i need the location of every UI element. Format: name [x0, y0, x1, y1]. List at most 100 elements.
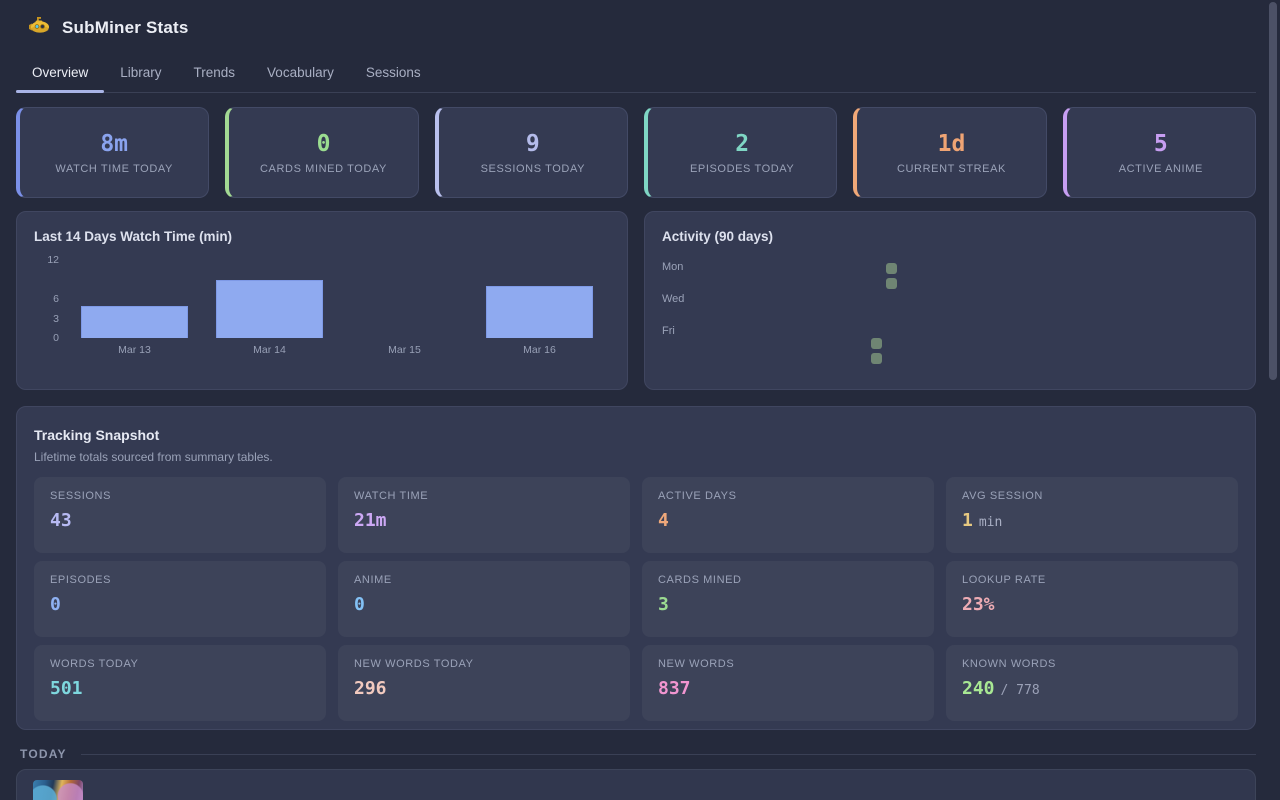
- vertical-scrollbar[interactable]: [1269, 2, 1277, 380]
- tile-label: WATCH TIME: [354, 490, 429, 502]
- tile-known-words: KNOWN WORDS 240 / 778: [946, 645, 1238, 721]
- bar-Mar 16: [486, 286, 593, 338]
- tile-value: 837: [658, 678, 691, 699]
- stat-label: ACTIVE ANIME: [1118, 162, 1203, 175]
- tile-value: 23%: [962, 594, 995, 615]
- watch-chart-plot: 0 3 6 12 Mar 13 Mar 14 Mar 15 Mar 16: [17, 212, 627, 389]
- today-divider: [80, 753, 1256, 755]
- y-tick: 3: [53, 312, 59, 325]
- stat-label: EPISODES TODAY: [689, 162, 795, 175]
- bar-Mar 13: [81, 305, 188, 338]
- tile-label: NEW WORDS TODAY: [354, 658, 474, 670]
- tile-value: 43: [50, 510, 72, 531]
- stat-value: 2: [735, 130, 750, 157]
- app-header: SubMiner Stats: [16, 0, 1256, 49]
- activity-grid: [645, 212, 1255, 389]
- y-tick: 0: [53, 332, 59, 344]
- activity-title: Activity (90 days): [662, 229, 774, 244]
- tile-anime: ANIME 0: [338, 561, 630, 637]
- today-label: TODAY: [20, 747, 67, 761]
- bar-Mar 14: [216, 279, 323, 338]
- activity-cell: [871, 338, 882, 349]
- tile-label: LOOKUP RATE: [962, 574, 1046, 586]
- tile-value: 0: [354, 594, 365, 615]
- activity-cell: [886, 278, 897, 289]
- tab-trends[interactable]: Trends: [193, 65, 236, 80]
- tile-avg-session: AVG SESSION 1 min: [946, 477, 1238, 553]
- tile-label: EPISODES: [50, 574, 112, 586]
- tab-sessions[interactable]: Sessions: [365, 65, 421, 80]
- stat-value: 1d: [937, 130, 966, 157]
- activity-heatmap-panel: Activity (90 days) Mon Wed Fri: [644, 211, 1256, 390]
- tab-vocabulary[interactable]: Vocabulary: [267, 65, 334, 80]
- y-tick: 12: [47, 254, 59, 266]
- tile-cards-mined: CARDS MINED 3: [642, 561, 934, 637]
- y-tick: 6: [53, 293, 59, 305]
- tab-library[interactable]: Library: [120, 65, 162, 80]
- tracking-snapshot-panel: Tracking Snapshot Lifetime totals source…: [16, 406, 1256, 730]
- stat-label: CURRENT STREAK: [896, 162, 1006, 175]
- stat-cards-row: 8m WATCH TIME TODAY 0 CARDS MINED TODAY …: [16, 107, 1256, 198]
- x-tick-label: Mar 15: [388, 344, 421, 356]
- tile-value: 21m: [354, 510, 387, 531]
- watch-time-chart-panel: Last 14 Days Watch Time (min) 0 3 6 12 Mar 1…: [16, 211, 628, 390]
- snapshot-subtitle: Lifetime totals sourced from summary tab…: [34, 450, 273, 464]
- snapshot-title: Tracking Snapshot: [34, 427, 160, 443]
- stat-card-episodes-today: 2 EPISODES TODAY: [643, 107, 838, 198]
- stat-value: 9: [525, 130, 540, 157]
- stat-card-watch-time-today: 8m WATCH TIME TODAY: [16, 107, 210, 198]
- tile-value: 501: [50, 678, 83, 699]
- tile-lookup-rate: LOOKUP RATE 23%: [946, 561, 1238, 637]
- day-label-wed: Wed: [662, 293, 685, 305]
- x-tick-label: Mar 16: [523, 344, 556, 356]
- tile-label: CARDS MINED: [658, 574, 742, 586]
- stat-value: 5: [1153, 130, 1168, 157]
- stat-value: 8m: [100, 130, 129, 157]
- tile-new-words: NEW WORDS 837: [642, 645, 934, 721]
- stat-card-current-streak: 1d CURRENT STREAK: [853, 107, 1047, 198]
- stat-label: WATCH TIME TODAY: [55, 162, 173, 175]
- today-session-card[interactable]: [16, 769, 1256, 800]
- tile-label: ANIME: [354, 574, 392, 586]
- tab-bar: Overview Library Trends Vocabulary Sessi…: [16, 55, 1256, 93]
- tile-label: SESSIONS: [50, 490, 112, 502]
- stat-card-active-anime: 5 ACTIVE ANIME: [1062, 107, 1256, 198]
- activity-cell: [886, 263, 897, 274]
- tile-label: ACTIVE DAYS: [658, 490, 737, 502]
- stat-label: SESSIONS TODAY: [480, 162, 586, 175]
- snapshot-grid: SESSIONS 43 WATCH TIME 21m ACTIVE DAYS 4…: [34, 477, 1238, 721]
- page-title: SubMiner Stats: [62, 17, 189, 37]
- submarine-icon: [28, 16, 50, 39]
- tile-label: KNOWN WORDS: [962, 658, 1056, 670]
- day-label-fri: Fri: [662, 325, 675, 337]
- tile-suffix: / 778: [1000, 683, 1040, 698]
- tile-new-words-today: NEW WORDS TODAY 296: [338, 645, 630, 721]
- tile-label: WORDS TODAY: [50, 658, 139, 670]
- tile-episodes: EPISODES 0: [34, 561, 326, 637]
- tile-label: AVG SESSION: [962, 490, 1043, 502]
- tile-suffix: min: [978, 515, 1003, 530]
- tab-overview[interactable]: Overview: [16, 55, 105, 93]
- tile-value: 0: [50, 594, 61, 615]
- x-tick-label: Mar 13: [118, 344, 151, 356]
- tile-watch-time: WATCH TIME 21m: [338, 477, 630, 553]
- stat-value: 0: [316, 130, 331, 157]
- tile-words-today: WORDS TODAY 501: [34, 645, 326, 721]
- tile-label: NEW WORDS: [658, 658, 735, 670]
- tile-value: 1: [962, 510, 973, 531]
- day-label-mon: Mon: [662, 261, 684, 273]
- stat-card-cards-mined-today: 0 CARDS MINED TODAY: [225, 107, 419, 198]
- x-tick-label: Mar 14: [253, 344, 286, 356]
- tile-value: 4: [658, 510, 669, 531]
- tile-sessions: SESSIONS 43: [34, 477, 326, 553]
- tile-value: 296: [354, 678, 387, 699]
- tile-value: 3: [658, 594, 669, 615]
- activity-cell: [871, 353, 882, 364]
- stat-card-sessions-today: 9 SESSIONS TODAY: [434, 107, 628, 198]
- tile-value: 240: [962, 678, 995, 699]
- anime-thumbnail: [33, 780, 83, 800]
- stat-label: CARDS MINED TODAY: [260, 162, 387, 175]
- watch-chart-title: Last 14 Days Watch Time (min): [34, 229, 233, 244]
- tile-active-days: ACTIVE DAYS 4: [642, 477, 934, 553]
- today-section-header: TODAY: [16, 747, 1256, 761]
